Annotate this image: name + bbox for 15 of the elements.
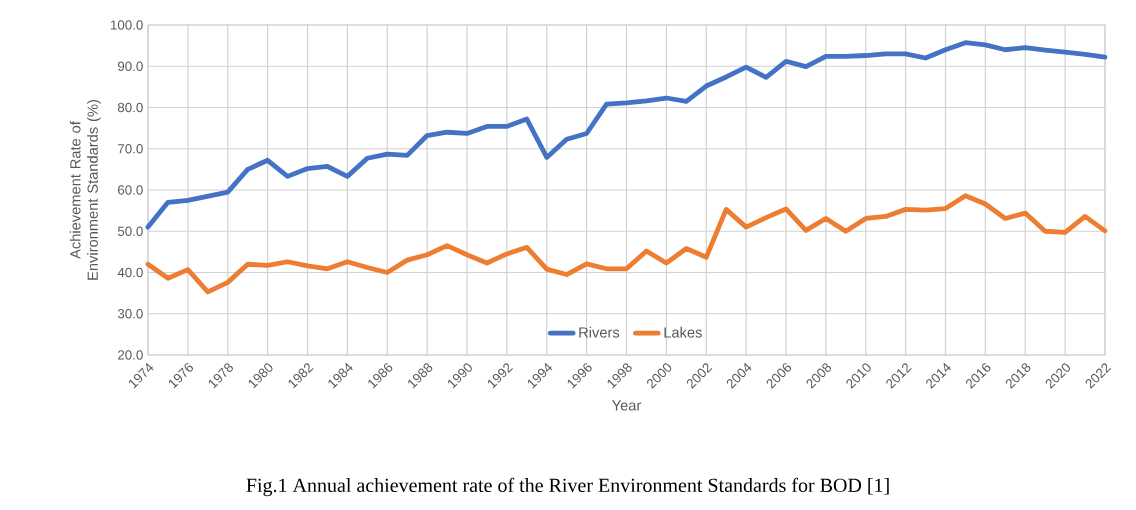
legend-label: Rivers (579, 326, 620, 338)
y-tick-label: 90.0 (117, 61, 143, 71)
y-tick-label: 100.0 (110, 20, 143, 30)
x-axis-title: Year (612, 400, 642, 411)
y-tick-label: 70.0 (118, 144, 143, 154)
y-tick-label: 20.0 (118, 350, 143, 360)
y-tick-label: 60.0 (118, 185, 143, 195)
y-tick-label: 80.0 (117, 102, 143, 113)
line-series (145, 193, 1108, 295)
y-tick-label: 40.0 (117, 267, 143, 278)
y-tick-label: 50.0 (117, 226, 143, 236)
y-axis-title: Achievement Rate of Environment Standards (%) (69, 100, 101, 280)
y-tick-label: 30.0 (117, 309, 143, 319)
legend-label: Lakes (664, 326, 702, 338)
caption: Fig.1 Annual achievement rate of the River Environment Standards for BOD [1] (246, 477, 889, 497)
